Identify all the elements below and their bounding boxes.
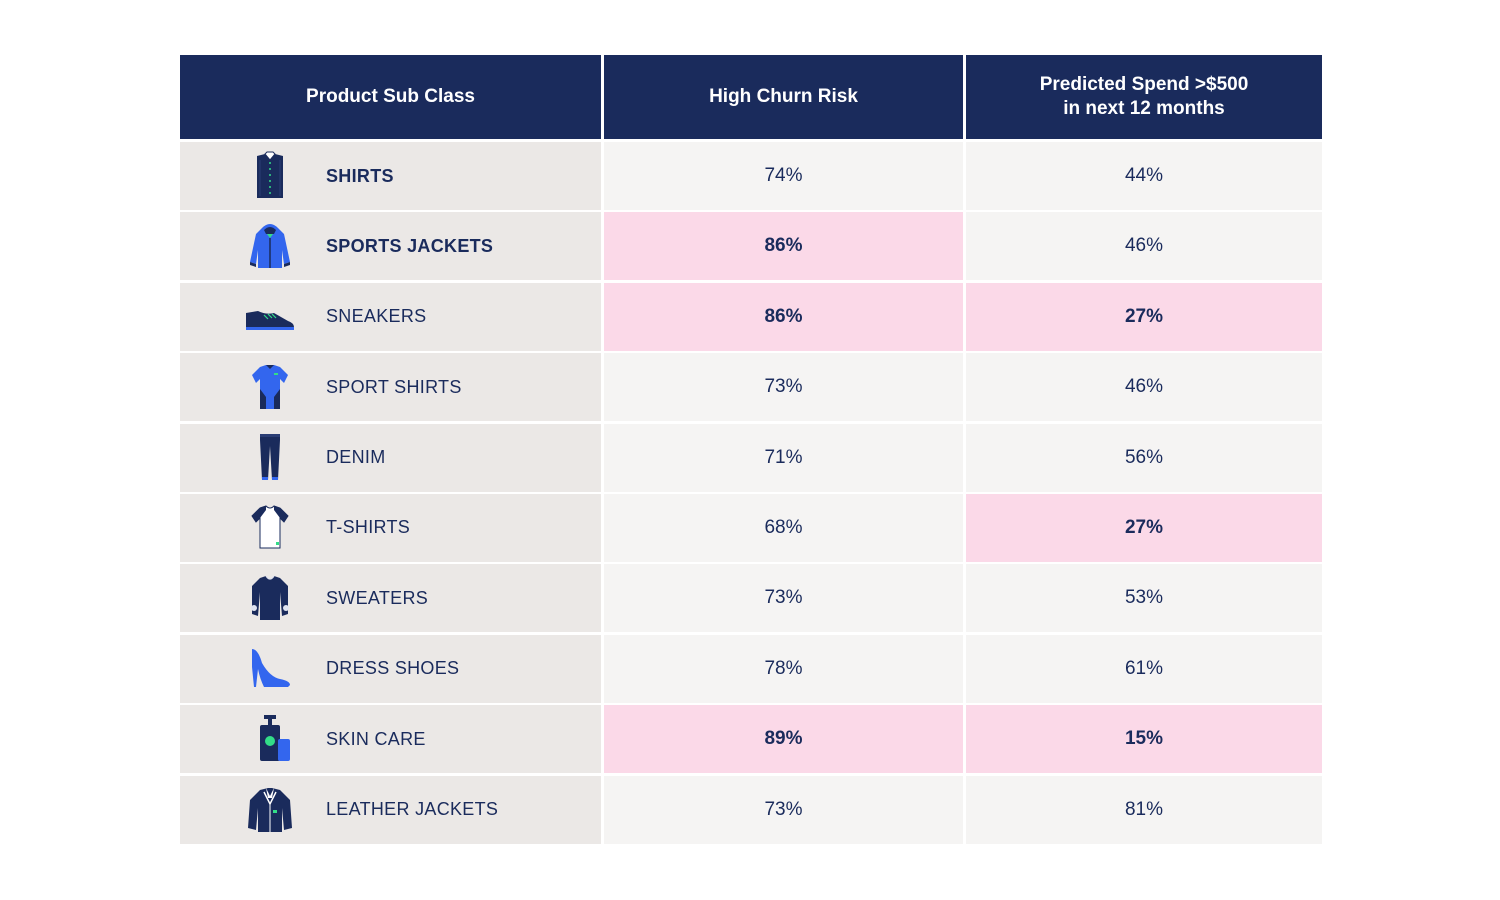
- header-high-churn-risk: High Churn Risk: [604, 55, 963, 139]
- product-cell: SNEAKERS: [180, 282, 601, 351]
- spend-value: 53%: [966, 564, 1322, 633]
- product-name: SKIN CARE: [326, 728, 426, 749]
- product-cell: LEATHER JACKETS: [180, 775, 601, 844]
- product-cell: SPORT SHIRTS: [180, 353, 601, 422]
- table-row: DRESS SHOES 78% 61%: [180, 634, 1322, 703]
- churn-value: 73%: [604, 775, 963, 844]
- header-predicted-spend: Predicted Spend >$500 in next 12 months: [966, 55, 1322, 139]
- churn-value: 78%: [604, 634, 963, 703]
- product-name: SPORTS JACKETS: [326, 235, 494, 256]
- shirt-icon: [244, 150, 296, 202]
- leather-jacket-icon: [244, 784, 296, 836]
- spend-value: 15%: [966, 705, 1322, 774]
- churn-value: 86%: [604, 212, 963, 281]
- spend-value: 27%: [966, 282, 1322, 351]
- product-name: SPORT SHIRTS: [326, 376, 462, 397]
- spend-value: 44%: [966, 142, 1322, 210]
- product-cell: DENIM: [180, 423, 601, 492]
- sneaker-icon: [244, 291, 296, 343]
- churn-value: 74%: [604, 142, 963, 210]
- spend-value: 46%: [966, 353, 1322, 422]
- product-name: DENIM: [326, 447, 386, 468]
- sweater-icon: [244, 572, 296, 624]
- spend-value: 61%: [966, 634, 1322, 703]
- t-shirt-icon: [244, 502, 296, 554]
- sport-shirt-icon: [244, 361, 296, 413]
- churn-value: 71%: [604, 423, 963, 492]
- table-row: DENIM 71% 56%: [180, 423, 1322, 492]
- product-name: DRESS SHOES: [326, 658, 460, 679]
- churn-value: 68%: [604, 493, 963, 562]
- product-cell: SKIN CARE: [180, 705, 601, 774]
- churn-value: 73%: [604, 353, 963, 422]
- product-name: LEATHER JACKETS: [326, 799, 499, 820]
- table-row: SPORT SHIRTS 73% 46%: [180, 353, 1322, 422]
- dress-shoe-icon: [244, 643, 296, 695]
- table-row: SPORTS JACKETS 86% 46%: [180, 212, 1322, 281]
- product-cell: DRESS SHOES: [180, 634, 601, 703]
- table-header: Product Sub Class High Churn Risk Predic…: [180, 55, 1322, 139]
- denim-icon: [244, 432, 296, 484]
- table-row: SHIRTS 74% 44%: [180, 142, 1322, 210]
- product-name: SHIRTS: [326, 165, 394, 186]
- table-row: SNEAKERS 86% 27%: [180, 282, 1322, 351]
- product-name: SWEATERS: [326, 587, 429, 608]
- sports-jacket-icon: [244, 220, 296, 272]
- table-row: LEATHER JACKETS 73% 81%: [180, 775, 1322, 844]
- table-body: SHIRTS 74% 44% SPORTS JACKETS 86% 46% SNEAKERS…: [180, 142, 1322, 844]
- table-row: T-SHIRTS 68% 27%: [180, 493, 1322, 562]
- product-cell: SPORTS JACKETS: [180, 212, 601, 281]
- spend-value: 56%: [966, 423, 1322, 492]
- product-name: T-SHIRTS: [326, 517, 411, 538]
- table-row: SWEATERS 73% 53%: [180, 564, 1322, 633]
- churn-table: Product Sub Class High Churn Risk Predic…: [180, 55, 1322, 844]
- product-cell: T-SHIRTS: [180, 493, 601, 562]
- table-row: SKIN CARE 89% 15%: [180, 705, 1322, 774]
- skin-care-icon: [244, 713, 296, 765]
- product-name: SNEAKERS: [326, 306, 427, 327]
- churn-value: 73%: [604, 564, 963, 633]
- churn-value: 89%: [604, 705, 963, 774]
- spend-value: 46%: [966, 212, 1322, 281]
- spend-value: 81%: [966, 775, 1322, 844]
- spend-value: 27%: [966, 493, 1322, 562]
- header-product-sub-class: Product Sub Class: [180, 55, 601, 139]
- churn-value: 86%: [604, 282, 963, 351]
- product-cell: SWEATERS: [180, 564, 601, 633]
- product-cell: SHIRTS: [180, 142, 601, 210]
